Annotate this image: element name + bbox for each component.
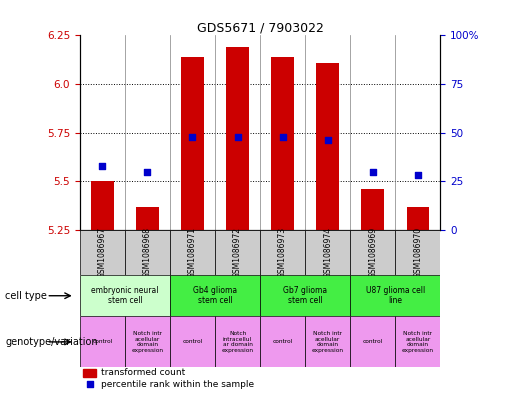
Bar [215, 230, 260, 275]
Bar [350, 230, 396, 275]
Text: embryonic neural
stem cell: embryonic neural stem cell [91, 286, 159, 305]
Bar [91, 181, 114, 230]
Point [233, 133, 242, 140]
Title: GDS5671 / 7903022: GDS5671 / 7903022 [197, 21, 323, 34]
Text: GSM1086969: GSM1086969 [368, 227, 377, 278]
Bar [260, 316, 305, 367]
Text: transformed count: transformed count [101, 368, 186, 377]
Text: GSM1086968: GSM1086968 [143, 227, 152, 278]
Point [98, 163, 107, 169]
Text: genotype/variation: genotype/variation [5, 337, 98, 347]
Text: GSM1086973: GSM1086973 [278, 227, 287, 278]
Bar [350, 275, 440, 316]
Text: cell type: cell type [5, 291, 47, 301]
Text: control: control [272, 340, 293, 344]
Text: GSM1086974: GSM1086974 [323, 227, 332, 278]
Point [279, 133, 287, 140]
Bar [80, 230, 125, 275]
Bar [125, 316, 170, 367]
Bar [305, 316, 350, 367]
Bar [350, 316, 396, 367]
Text: percentile rank within the sample: percentile rank within the sample [101, 380, 254, 389]
Bar [80, 316, 125, 367]
Bar [406, 207, 429, 230]
Bar [316, 62, 339, 230]
Text: control: control [182, 340, 202, 344]
Bar [80, 275, 170, 316]
Bar [396, 230, 440, 275]
Bar [260, 230, 305, 275]
Bar [181, 57, 204, 230]
Text: GSM1086972: GSM1086972 [233, 227, 242, 278]
Text: GSM1086970: GSM1086970 [414, 227, 422, 278]
Bar [226, 47, 249, 230]
Point [85, 381, 94, 387]
Bar [260, 275, 350, 316]
Bar [83, 369, 96, 376]
Bar [136, 207, 159, 230]
Point [369, 168, 377, 174]
Text: control: control [363, 340, 383, 344]
Bar [215, 316, 260, 367]
Text: GSM1086971: GSM1086971 [188, 227, 197, 278]
Bar [170, 230, 215, 275]
Point [414, 172, 422, 178]
Text: Notch intr
acellular
domain
expression: Notch intr acellular domain expression [312, 331, 344, 353]
Text: Gb4 glioma
stem cell: Gb4 glioma stem cell [193, 286, 237, 305]
Point [188, 133, 197, 140]
Bar [125, 230, 170, 275]
Text: Notch
intracellul
ar domain
expression: Notch intracellul ar domain expression [221, 331, 253, 353]
Text: control: control [92, 340, 112, 344]
Bar [170, 316, 215, 367]
Bar [305, 230, 350, 275]
Point [143, 168, 151, 174]
Text: GSM1086967: GSM1086967 [98, 227, 107, 278]
Bar [271, 57, 294, 230]
Text: U87 glioma cell
line: U87 glioma cell line [366, 286, 425, 305]
Text: Notch intr
acellular
domain
expression: Notch intr acellular domain expression [131, 331, 163, 353]
Point [323, 137, 332, 143]
Text: Gb7 glioma
stem cell: Gb7 glioma stem cell [283, 286, 327, 305]
Bar [170, 275, 260, 316]
Bar [362, 189, 384, 230]
Bar [396, 316, 440, 367]
Text: Notch intr
acellular
domain
expression: Notch intr acellular domain expression [402, 331, 434, 353]
